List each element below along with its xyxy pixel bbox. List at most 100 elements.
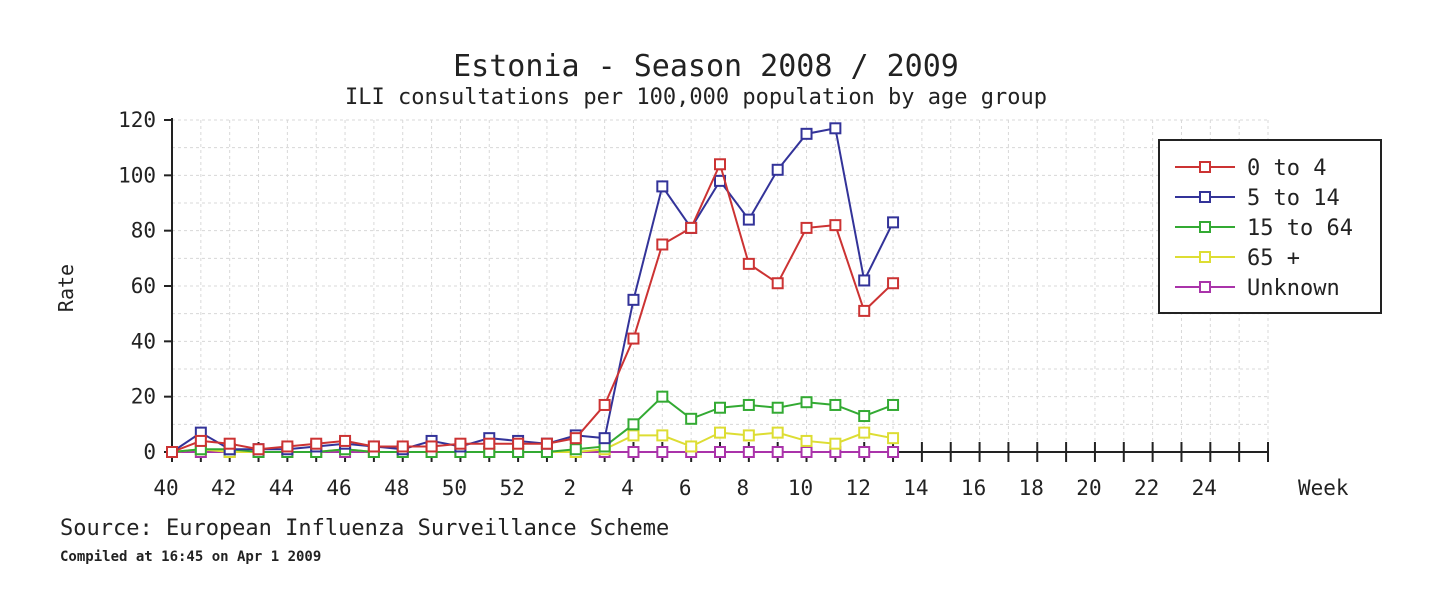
series-1 — [166, 122, 900, 458]
x-tick-label: 52 — [499, 476, 524, 500]
source-note: Source: European Influenza Surveillance … — [60, 516, 670, 541]
data-point — [742, 446, 755, 458]
x-tick-label: 20 — [1076, 476, 1101, 500]
data-point — [540, 437, 553, 450]
data-point — [367, 440, 380, 453]
data-point — [685, 221, 698, 234]
data-point — [569, 443, 582, 456]
x-tick-label: 50 — [442, 476, 467, 500]
data-point — [800, 446, 813, 458]
chart-subtitle: ILI consultations per 100,000 population… — [345, 85, 1047, 110]
x-tick-label: 24 — [1192, 476, 1217, 500]
legend-item: 0 to 4 — [1175, 156, 1326, 181]
series-0 — [166, 158, 900, 458]
y-tick-label: 60 — [131, 274, 156, 298]
data-point — [771, 446, 784, 458]
data-point — [310, 437, 323, 450]
data-point — [281, 440, 294, 453]
data-point — [598, 432, 611, 445]
y-axis-label: Rate — [54, 264, 78, 312]
legend-label: 65 + — [1247, 246, 1300, 271]
data-point — [569, 432, 582, 445]
data-point — [714, 446, 726, 458]
y-tick-label: 80 — [131, 219, 156, 243]
legend-swatch-marker — [1199, 221, 1211, 233]
data-point — [396, 440, 409, 453]
data-point — [166, 446, 178, 458]
data-point — [483, 437, 496, 450]
data-point — [714, 158, 726, 171]
data-point — [656, 446, 669, 458]
x-tick-label: 48 — [384, 476, 409, 500]
x-tick-label: 18 — [1019, 476, 1044, 500]
y-tick-label: 120 — [118, 108, 156, 132]
data-point — [656, 429, 669, 442]
data-point — [598, 398, 611, 411]
data-point — [800, 127, 813, 140]
data-point — [858, 426, 871, 439]
series — [166, 122, 900, 458]
data-point — [656, 238, 669, 251]
data-point — [194, 434, 207, 447]
x-axis-label: Week — [1298, 476, 1349, 500]
data-point — [887, 216, 900, 229]
data-point — [887, 398, 900, 411]
legend: 0 to 4 5 to 14 15 to 64 65 + Unknown — [1158, 139, 1382, 314]
data-point — [223, 437, 236, 450]
legend-item: 5 to 14 — [1175, 186, 1340, 211]
legend-item: 15 to 64 — [1175, 216, 1353, 241]
chart-title: Estonia - Season 2008 / 2009 — [453, 49, 959, 84]
legend-swatch-marker — [1199, 191, 1211, 203]
data-point — [627, 418, 640, 431]
x-tick-label: 46 — [326, 476, 351, 500]
y-tick-label: 40 — [131, 329, 156, 353]
data-point — [714, 426, 726, 439]
x-tick-label: 8 — [737, 476, 750, 500]
data-point — [627, 429, 640, 442]
data-point — [829, 437, 842, 450]
x-tick-label: 14 — [903, 476, 928, 500]
legend-swatch-marker — [1199, 251, 1211, 263]
data-point — [627, 293, 640, 306]
data-point — [252, 443, 265, 456]
x-tick-label: 22 — [1134, 476, 1159, 500]
x-tick-label: 2 — [563, 476, 576, 500]
data-point — [742, 429, 755, 442]
data-point — [454, 437, 467, 450]
data-point — [771, 426, 784, 439]
data-point — [627, 446, 640, 458]
legend-label: Unknown — [1247, 276, 1340, 301]
x-tick-label: 16 — [961, 476, 986, 500]
y-tick-label: 100 — [118, 163, 156, 187]
legend-swatch-marker — [1199, 281, 1211, 293]
compiled-note: Compiled at 16:45 on Apr 1 2009 — [60, 549, 322, 565]
x-tick-label: 40 — [153, 476, 178, 500]
legend-swatch-marker — [1199, 161, 1211, 173]
series-line — [171, 161, 894, 453]
data-point — [858, 446, 871, 458]
data-point — [887, 446, 900, 458]
data-point — [858, 274, 871, 287]
data-point — [714, 401, 726, 414]
data-point — [685, 440, 698, 453]
y-tick-label: 0 — [143, 440, 156, 464]
data-point — [771, 401, 784, 414]
data-point — [656, 390, 669, 403]
legend-label: 15 to 64 — [1247, 216, 1353, 241]
data-point — [800, 434, 813, 447]
grid — [171, 119, 1269, 453]
legend-item: 65 + — [1175, 246, 1300, 271]
data-point — [742, 398, 755, 411]
data-point — [771, 163, 784, 176]
x-tick-label: 44 — [269, 476, 294, 500]
legend-label: 5 to 14 — [1247, 186, 1340, 211]
x-tick-label: 12 — [846, 476, 871, 500]
data-point — [656, 180, 669, 193]
data-point — [742, 213, 755, 226]
x-tick-label: 4 — [621, 476, 634, 500]
data-point — [512, 437, 525, 450]
data-point — [829, 219, 842, 232]
series-line — [171, 127, 894, 453]
